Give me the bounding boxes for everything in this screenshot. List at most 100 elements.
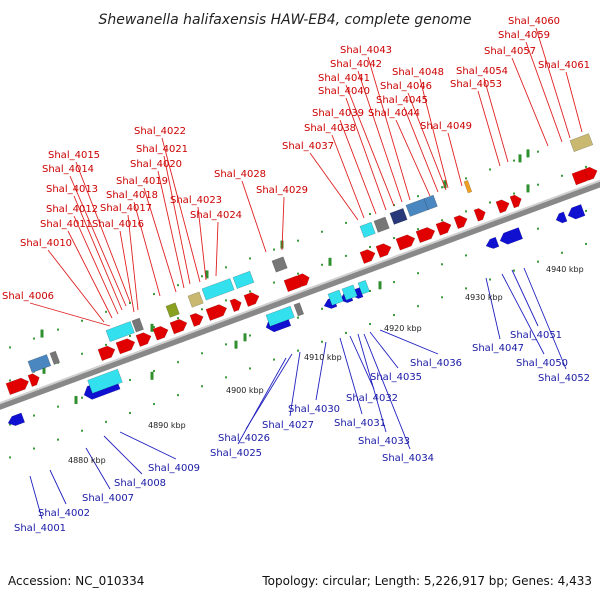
- guide-dot: [57, 438, 59, 441]
- axis-kbp-label: 4900 kbp: [226, 386, 264, 395]
- guide-dot: [153, 370, 155, 373]
- gene-tag-forward: Shal_4059: [498, 30, 550, 41]
- forward-gene-arrow: [583, 166, 598, 181]
- gene-leader-line: [339, 119, 377, 215]
- guide-dot: [417, 272, 419, 275]
- rna-feature-box: [131, 317, 144, 333]
- guide-dot: [441, 296, 443, 299]
- gene-leader-line: [331, 134, 365, 219]
- gene-tag-forward: Shal_4043: [340, 45, 392, 56]
- reverse-gene-arrow: [555, 211, 568, 224]
- gene-tag-reverse: Shal_4007: [82, 493, 134, 504]
- gene-tag-reverse: Shal_4047: [472, 343, 524, 354]
- gene-leader-line: [29, 302, 111, 327]
- guide-dot: [201, 275, 203, 278]
- gene-leader-line: [73, 215, 119, 315]
- guide-dot: [129, 334, 131, 337]
- guide-dot: [9, 379, 11, 382]
- gene-tag-reverse: Shal_4031: [334, 418, 386, 429]
- forward-gene-arrow: [395, 234, 416, 251]
- reverse-gene-arrow: [7, 412, 26, 427]
- gene-leader-line: [237, 357, 287, 445]
- rna-feature-box: [201, 278, 235, 301]
- guide-dot: [57, 328, 59, 331]
- guide-dot: [465, 210, 467, 213]
- guide-dot: [321, 340, 323, 343]
- gene-tag-forward: Shal_4016: [92, 219, 144, 230]
- guide-dot: [273, 281, 275, 284]
- guide-dot: [225, 376, 227, 379]
- guide-dot: [561, 174, 563, 177]
- guide-dot: [33, 414, 35, 417]
- gene-leader-line: [127, 214, 139, 311]
- guide-dot: [369, 245, 371, 248]
- rna-feature-box: [569, 133, 594, 153]
- guide-dot: [321, 230, 323, 233]
- gene-leader-line: [477, 90, 501, 167]
- guide-dot: [33, 447, 35, 450]
- gene-tag-forward: Shal_4053: [450, 79, 502, 90]
- gene-tag-forward: Shal_4044: [368, 108, 420, 119]
- guide-dot: [33, 337, 35, 340]
- gene-tag-reverse: Shal_4052: [538, 373, 590, 384]
- gene-leader-line: [119, 431, 177, 460]
- gene-leader-line: [289, 351, 301, 417]
- forward-gene-arrow: [152, 326, 169, 341]
- gene-tag-reverse: Shal_4050: [516, 358, 568, 369]
- gene-leader-line: [511, 57, 549, 147]
- guide-dot: [513, 192, 515, 195]
- axis-kbp-label: 4890 kbp: [148, 421, 186, 430]
- forward-gene-arrow: [189, 312, 204, 327]
- gene-leader-line: [379, 329, 439, 355]
- gene-leader-line: [363, 333, 411, 450]
- major-tick: [526, 149, 530, 158]
- gene-leader-line: [483, 77, 509, 163]
- guide-dot: [297, 272, 299, 275]
- guide-dot: [201, 308, 203, 311]
- gene-tag-forward: Shal_4021: [136, 144, 188, 155]
- guide-dot: [105, 310, 107, 313]
- forward-gene-arrow: [115, 338, 136, 355]
- guide-dot: [249, 257, 251, 260]
- gene-leader-line: [339, 337, 363, 415]
- forward-gene-arrow: [473, 208, 486, 222]
- major-tick: [526, 184, 530, 193]
- gene-tag-forward: Shal_4024: [190, 210, 242, 221]
- rna-feature-box: [265, 305, 295, 327]
- gene-leader-line: [501, 273, 545, 355]
- rna-feature-box: [341, 284, 358, 301]
- forward-gene-arrow: [359, 249, 376, 264]
- guide-dot: [201, 385, 203, 388]
- gene-tag-forward: Shal_4042: [330, 59, 382, 70]
- gene-tag-forward: Shal_4019: [116, 176, 168, 187]
- rna-feature-box: [27, 354, 52, 373]
- gene-tags: Shal_4006Shal_4010Shal_4011Shal_4012Shal…: [2, 16, 590, 534]
- gene-tag-reverse: Shal_4027: [262, 420, 314, 431]
- major-tick: [150, 371, 154, 380]
- rna-feature-box: [49, 350, 61, 365]
- gene-tag-reverse: Shal_4051: [510, 330, 562, 341]
- guide-dot: [537, 150, 539, 153]
- guide-dot: [273, 248, 275, 251]
- reverse-gene-arrow: [499, 227, 524, 245]
- gene-leader-line: [69, 175, 127, 307]
- gene-leader-line: [197, 206, 207, 281]
- gene-leader-line: [345, 84, 395, 207]
- gene-leader-line: [357, 70, 403, 203]
- guide-dot: [81, 352, 83, 355]
- guide-dot: [489, 168, 491, 171]
- gene-leader-line: [525, 41, 563, 143]
- axis-kbp-label: 4940 kbp: [546, 265, 584, 274]
- gene-tag-forward: Shal_4037: [282, 141, 334, 152]
- gene-tag-forward: Shal_4038: [304, 123, 356, 134]
- guide-dot: [345, 331, 347, 334]
- gene-tag-forward: Shal_4023: [170, 195, 222, 206]
- forward-gene-arrow: [27, 373, 40, 387]
- forward-gene-arrow: [509, 194, 522, 209]
- guide-dot: [225, 343, 227, 346]
- major-tick: [443, 180, 447, 189]
- gene-tag-forward: Shal_4046: [380, 81, 432, 92]
- forward-gene-arrow: [97, 345, 116, 362]
- gene-tag-reverse: Shal_4025: [210, 448, 262, 459]
- gene-leader-line: [163, 155, 191, 285]
